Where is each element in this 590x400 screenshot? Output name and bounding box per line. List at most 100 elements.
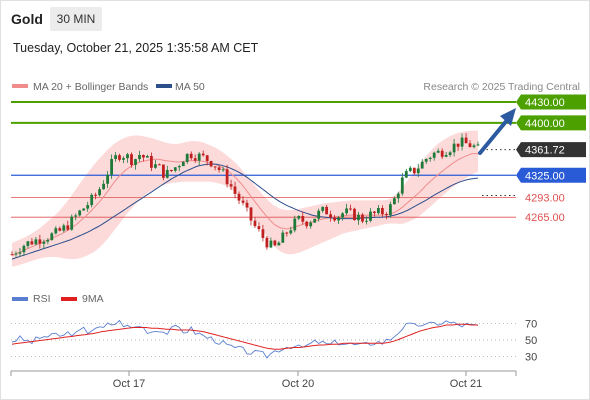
candle [50, 232, 54, 241]
candle [381, 205, 384, 217]
rsi-legend-swatch [12, 297, 28, 301]
candle [385, 212, 388, 220]
candle-body [82, 208, 86, 211]
candle-body [345, 208, 348, 214]
ma9-legend-label: 9MA [82, 293, 104, 305]
candle-body [273, 240, 277, 246]
level-label-box [516, 94, 586, 110]
chart-datetime: Tuesday, October 21, 2025 1:35:58 AM CET [13, 41, 259, 55]
candle [58, 226, 62, 232]
candle-body [333, 217, 336, 221]
candle [420, 159, 424, 169]
candle-body [381, 208, 384, 215]
candle [253, 217, 257, 229]
candle-body [66, 225, 70, 230]
level-label-text: 4325.00 [525, 170, 565, 182]
level-label-box [516, 167, 586, 183]
candle [197, 152, 201, 166]
candle [444, 151, 448, 158]
candle [301, 211, 305, 225]
candle-body [365, 220, 368, 222]
candle-body [146, 156, 149, 158]
candle [233, 181, 237, 199]
candle-body [249, 207, 253, 221]
candle [281, 230, 285, 243]
candle [440, 148, 444, 159]
candle [412, 167, 416, 175]
candle-body [50, 233, 54, 240]
candle-body [34, 239, 38, 245]
candle [456, 143, 460, 151]
candle [201, 150, 205, 157]
candle-body [138, 155, 141, 160]
candle-body [301, 216, 305, 222]
candle-body [416, 168, 420, 174]
candle [106, 170, 109, 188]
chart-header: Gold 30 MIN [0, 0, 590, 38]
candle-body [54, 228, 58, 234]
candle [138, 150, 141, 163]
candle-body [130, 154, 133, 165]
candle [90, 193, 94, 208]
candle [317, 208, 321, 222]
candle [460, 133, 464, 151]
level-label-text: 4361.72 [525, 145, 565, 157]
candle [102, 180, 105, 190]
candle-body [456, 143, 460, 147]
candle-body [42, 241, 46, 244]
candle-body [90, 194, 94, 206]
level-label-support: 4293.00 [525, 193, 565, 205]
timeframe-badge[interactable]: 30 MIN [50, 7, 102, 31]
candle-body [102, 183, 105, 190]
main-legend: MA 20 + Bollinger Bands MA 50 Research ©… [12, 81, 580, 93]
candle-body [26, 241, 30, 246]
candle [261, 224, 265, 242]
rsi-line [11, 319, 479, 359]
candle-body [464, 137, 468, 144]
candle-body [444, 155, 448, 157]
candle-body [341, 213, 344, 218]
candle-body [201, 153, 205, 156]
x-axis-label: Oct 17 [113, 378, 145, 390]
forecast-arrow [478, 108, 516, 155]
candle-body [181, 161, 185, 167]
candle [221, 166, 225, 173]
candle [193, 154, 197, 163]
candle [34, 236, 38, 246]
level-labels: 4430.00 4400.00 4361.72 4325.00 4293.00 4265.… [516, 94, 586, 224]
candle-body [269, 240, 273, 248]
candle-body [14, 253, 18, 255]
candle [114, 152, 117, 162]
candle-body [185, 153, 189, 162]
candle [432, 151, 436, 161]
candle-body [369, 211, 372, 221]
candle [408, 166, 412, 173]
candle [185, 153, 189, 164]
candle-body [122, 158, 125, 160]
candle [42, 239, 46, 249]
rsi-tick-label: 50 [525, 335, 537, 347]
candle [150, 152, 153, 172]
candle [373, 210, 376, 217]
forecast-arrow-head [500, 108, 516, 126]
candle [225, 164, 229, 188]
candle [205, 154, 209, 166]
level-label-target: 4430.00 [516, 94, 586, 110]
candle [369, 208, 372, 223]
candle [396, 191, 400, 203]
candle-body [30, 241, 34, 245]
candle-body [173, 167, 177, 171]
candle-body [357, 214, 360, 221]
rsi-tick-label: 30 [525, 352, 537, 364]
candle-body [428, 157, 432, 159]
candle [393, 196, 396, 205]
candle [329, 210, 332, 222]
candle-body [309, 222, 313, 227]
candle-body [468, 143, 472, 148]
candle [70, 214, 74, 231]
level-lines [11, 100, 516, 218]
candle [162, 164, 165, 181]
candle [98, 187, 101, 197]
candle-body [189, 153, 193, 159]
